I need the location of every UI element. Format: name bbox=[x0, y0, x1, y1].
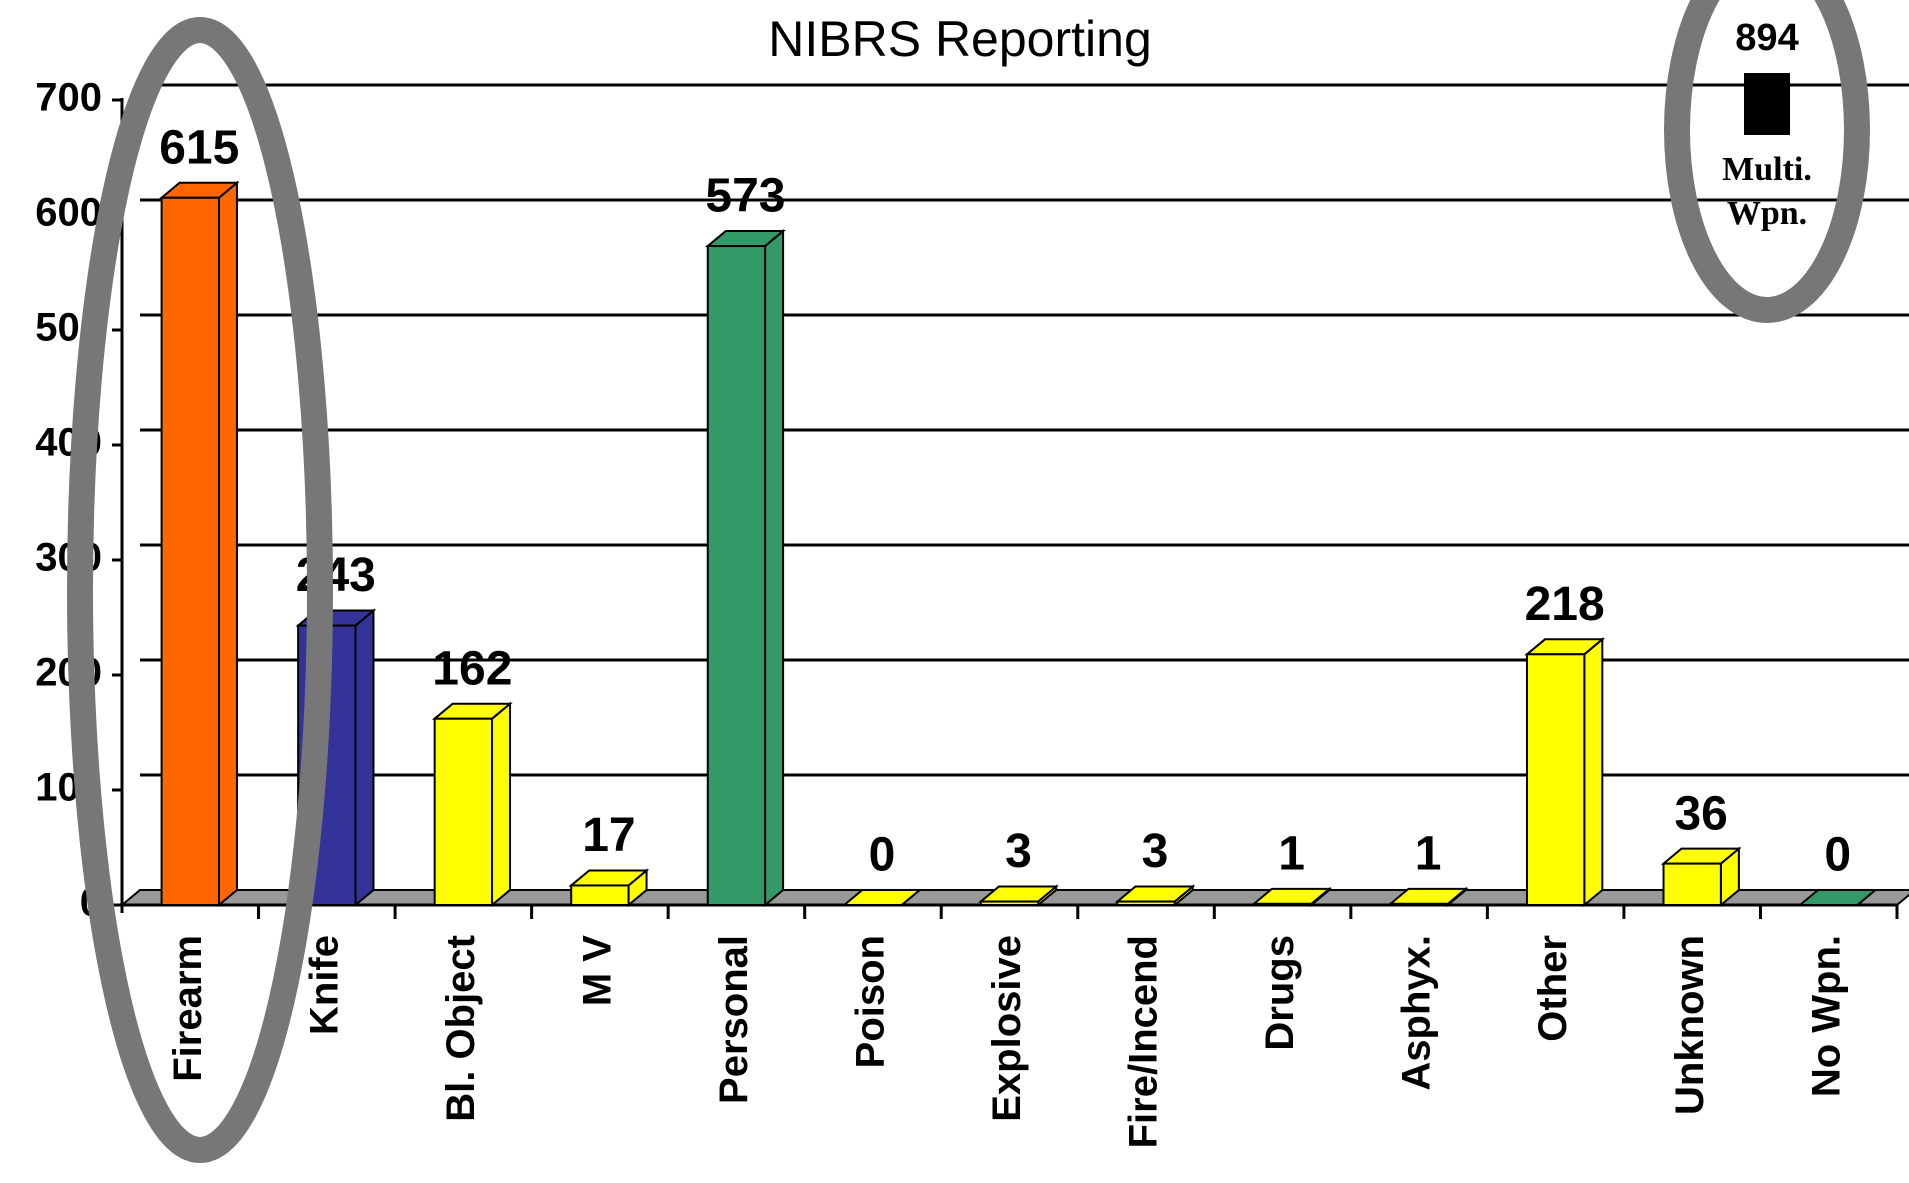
bar-side bbox=[354, 608, 375, 908]
bar bbox=[568, 868, 650, 908]
bar bbox=[1251, 886, 1333, 908]
x-tick-label: Unknown bbox=[1668, 935, 1712, 1115]
value-label: 3 bbox=[1142, 825, 1169, 878]
inset-label: Multi. bbox=[1722, 151, 1812, 188]
bar bbox=[841, 889, 923, 906]
plot: 0100200300400500600700Firearm615Knife243… bbox=[35, 76, 1909, 1148]
bar-front bbox=[979, 900, 1040, 906]
value-label: 1 bbox=[1415, 828, 1442, 881]
bar bbox=[1114, 884, 1196, 908]
bar-top bbox=[1797, 889, 1879, 906]
y-tick-label: 700 bbox=[35, 76, 102, 120]
bar-side bbox=[764, 228, 785, 908]
bar-front bbox=[1389, 902, 1449, 906]
bar-front bbox=[1252, 902, 1313, 906]
inset-bar bbox=[1744, 73, 1790, 135]
bar-top bbox=[841, 889, 923, 906]
bar-front bbox=[570, 884, 630, 907]
bar-side bbox=[491, 701, 512, 908]
bar-front bbox=[1662, 862, 1722, 906]
bar bbox=[978, 884, 1059, 908]
x-tick-label: Knife bbox=[302, 935, 346, 1035]
x-tick-label: Bl. Object bbox=[439, 935, 483, 1122]
bar-front bbox=[1525, 653, 1586, 906]
x-tick-label: Asphyx. bbox=[1395, 935, 1439, 1091]
bar-front bbox=[1116, 900, 1176, 906]
bar-side bbox=[217, 180, 238, 908]
value-label: 17 bbox=[582, 809, 635, 862]
value-label: 3 bbox=[1005, 825, 1032, 878]
bar bbox=[1797, 889, 1879, 906]
bar-front bbox=[706, 245, 767, 907]
bar bbox=[704, 228, 786, 908]
bar bbox=[158, 180, 240, 908]
highlight-ellipse bbox=[67, 17, 333, 1163]
x-tick-label: Fire/Incend bbox=[1122, 935, 1166, 1148]
bar bbox=[431, 701, 513, 908]
bar-side bbox=[1583, 637, 1604, 908]
chart-subtitle: NIBRS Reporting bbox=[768, 11, 1152, 67]
bar bbox=[1660, 846, 1742, 908]
bar-front bbox=[160, 196, 220, 906]
x-tick-label: Explosive bbox=[985, 935, 1029, 1122]
x-tick-label: Firearm bbox=[166, 935, 210, 1082]
value-label: 218 bbox=[1525, 578, 1605, 631]
bar-front bbox=[433, 717, 494, 907]
value-label: 0 bbox=[1824, 829, 1851, 882]
x-tick-label: Personal bbox=[712, 935, 756, 1104]
highlight-ellipse bbox=[1664, 0, 1870, 323]
inset-value: 894 bbox=[1735, 17, 1798, 59]
value-label: 1 bbox=[1278, 828, 1305, 881]
x-tick-label: Drugs bbox=[1258, 935, 1302, 1051]
x-tick-label: M V bbox=[575, 935, 619, 1006]
value-label: 573 bbox=[705, 170, 785, 223]
value-label: 162 bbox=[432, 642, 512, 695]
inset-label: Wpn. bbox=[1727, 195, 1807, 232]
value-label: 36 bbox=[1674, 787, 1727, 840]
y-tick-label: 600 bbox=[35, 191, 102, 235]
value-label: 615 bbox=[159, 121, 239, 174]
x-tick-label: No Wpn. bbox=[1804, 935, 1848, 1097]
x-tick-label: Other bbox=[1531, 935, 1575, 1042]
bar bbox=[1387, 886, 1469, 908]
x-tick-label: Poison bbox=[849, 935, 893, 1068]
bar bbox=[1524, 637, 1606, 908]
value-label: 0 bbox=[869, 829, 896, 882]
